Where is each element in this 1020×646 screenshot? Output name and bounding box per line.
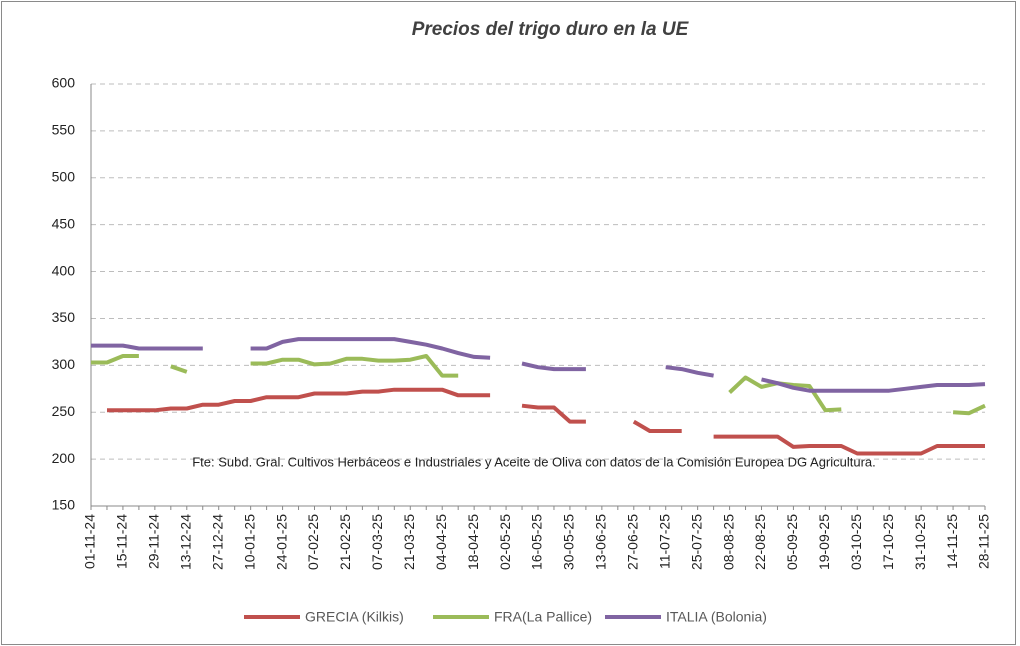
series-line [91,354,986,416]
x-tick-label: 02-05-25 [497,514,513,570]
x-tick-label: 16-05-25 [529,514,545,570]
x-tick-label: 21-02-25 [337,514,353,570]
x-tick-label: 10-01-25 [241,514,257,570]
x-tick-label: 22-08-25 [752,514,768,570]
y-tick-label: 500 [52,168,76,184]
x-tick-label: 24-01-25 [273,514,289,570]
x-tick-label: 18-04-25 [465,514,481,570]
x-tick-label: 30-05-25 [561,514,577,570]
x-tick-label: 31-10-25 [912,514,928,570]
series-line [91,337,986,393]
x-tick-label: 27-12-24 [209,514,225,570]
y-tick-label: 400 [52,262,76,278]
x-tick-label: 28-11-25 [976,514,992,569]
y-tick-label: 200 [52,450,76,466]
y-tick-label: 150 [52,497,76,513]
y-tick-label: 350 [52,309,76,325]
x-tick-label: 07-02-25 [305,514,321,570]
legend-label: GRECIA (Kilkis) [305,609,404,625]
x-tick-label: 29-11-24 [146,514,162,569]
x-tick-label: 13-06-25 [593,514,609,570]
series-line [107,387,985,456]
y-tick-label: 600 [52,75,76,91]
x-tick-label: 01-11-24 [82,514,98,569]
x-tick-label: 13-12-24 [177,514,193,570]
x-tick-label: 04-04-25 [433,514,449,570]
x-tick-label: 07-03-25 [369,514,385,570]
x-tick-label: 19-09-25 [816,514,832,570]
x-tick-label: 05-09-25 [784,514,800,570]
x-tick-label: 25-07-25 [688,514,704,570]
y-tick-label: 300 [52,356,76,372]
x-tick-label: 14-11-25 [944,514,960,569]
legend-label: FRA(La Pallice) [494,609,592,625]
x-tick-label: 17-10-25 [880,514,896,570]
x-tick-label: 08-08-25 [720,514,736,570]
chart-title: Precios del trigo duro en la UE [412,19,690,40]
x-tick-label: 15-11-24 [114,514,130,569]
x-tick-label: 11-07-25 [656,514,672,569]
y-tick-label: 450 [52,215,76,231]
y-tick-label: 550 [52,122,76,138]
x-tick-label: 03-10-25 [848,514,864,570]
y-tick-label: 250 [52,403,76,419]
x-tick-label: 27-06-25 [624,514,640,570]
annotation: Fte: Subd. Gral. Cultivos Herbáceos e In… [192,454,876,469]
x-tick-label: 21-03-25 [401,514,417,570]
legend-label: ITALIA (Bolonia) [666,609,767,625]
